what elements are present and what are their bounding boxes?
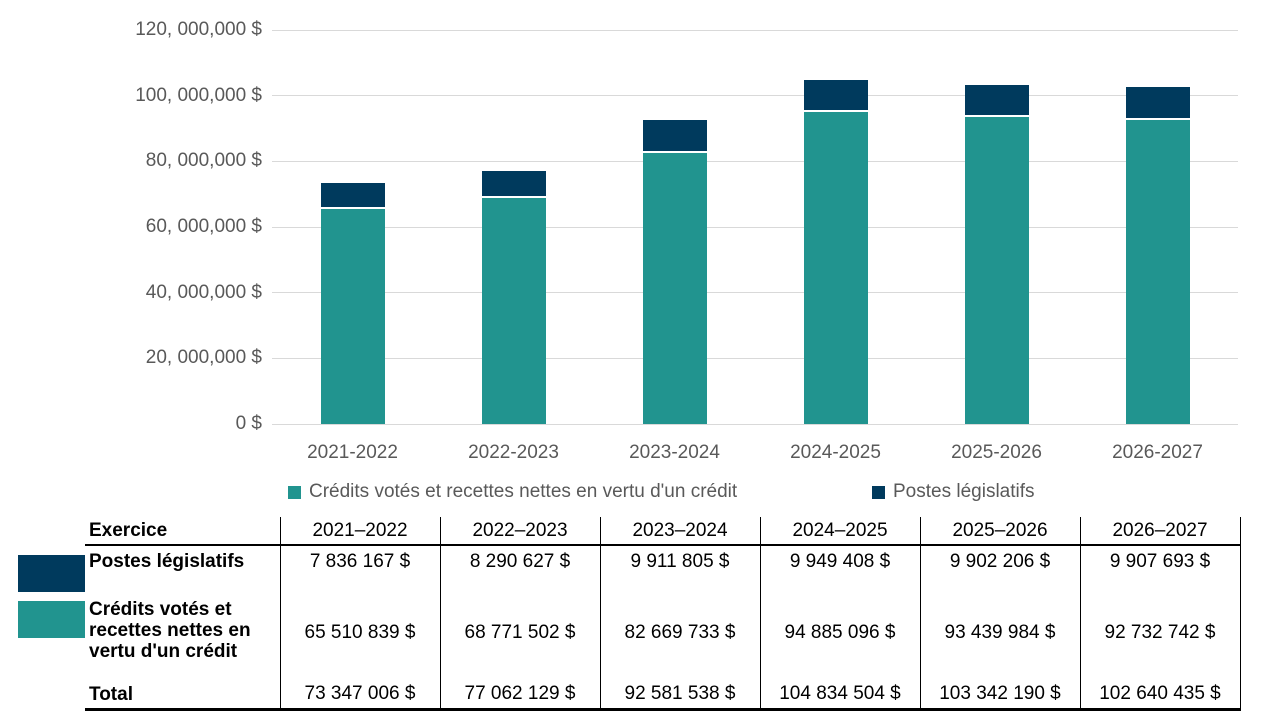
stacked-bar xyxy=(481,170,546,424)
bar-slot xyxy=(272,30,433,424)
gridline xyxy=(272,95,1238,97)
y-axis: 0 $ 20, 000,000 $ 40, 000,000 $ 60, 000,000… xyxy=(0,19,262,434)
table-cell: 9 907 693 $ xyxy=(1080,545,1241,597)
bar-segment-credits xyxy=(481,198,546,424)
table-cell: 102 640 435 $ xyxy=(1080,668,1241,711)
x-tick-label: 2025-2026 xyxy=(951,442,1042,463)
y-tick-label: 100, 000,000 $ xyxy=(135,84,262,106)
table-row-label: Postes législatifs xyxy=(85,545,281,597)
table-cell: 68 771 502 $ xyxy=(440,597,601,668)
bar-segment-credits xyxy=(1125,119,1190,424)
table-swatch-postes-icon xyxy=(18,555,85,592)
y-tick-label: 60, 000,000 $ xyxy=(145,216,262,237)
table-row-label: Total xyxy=(85,668,281,711)
stacked-bar xyxy=(320,183,385,424)
table-cell: 92 732 742 $ xyxy=(1080,597,1241,668)
table-cell: 9 902 206 $ xyxy=(920,545,1081,597)
legend-label-postes: Postes législatifs xyxy=(893,481,1035,502)
table-cell: 9 949 408 $ xyxy=(760,545,921,597)
bar-segment-credits xyxy=(642,152,707,424)
x-tick-label: 2023-2024 xyxy=(629,442,720,463)
legend-label-credits: Crédits votés et recettes nettes en vert… xyxy=(309,481,738,502)
stacked-bar xyxy=(803,79,868,424)
y-tick-label: 40, 000,000 $ xyxy=(145,281,262,303)
legend-item-credits: Crédits votés et recettes nettes en vert… xyxy=(288,481,737,503)
x-tick-label: 2021-2022 xyxy=(307,442,398,463)
bar-segment-postes xyxy=(803,79,868,113)
table-header-cell: 2026–2027 xyxy=(1080,517,1241,546)
table-cell: 65 510 839 $ xyxy=(280,597,441,668)
bar-slot xyxy=(1077,30,1238,424)
y-tick-label: 20, 000,000 $ xyxy=(145,347,262,369)
legend-swatch-credits-icon xyxy=(288,485,301,499)
bar-segment-postes xyxy=(1125,87,1190,120)
table-cell: 9 911 805 $ xyxy=(600,545,761,597)
table-cell: 77 062 129 $ xyxy=(440,668,601,711)
gridline xyxy=(272,160,1238,162)
table-cell: 92 581 538 $ xyxy=(600,668,761,711)
stacked-bar xyxy=(964,84,1029,424)
table-row: Crédits votés et recettes nettes en vert… xyxy=(85,597,1241,668)
bar-segment-credits xyxy=(803,112,868,424)
gridline xyxy=(272,423,1238,425)
bar-segment-postes xyxy=(481,170,546,199)
bar-slot xyxy=(916,30,1077,424)
y-tick-label: 120, 000,000 $ xyxy=(135,19,262,40)
table-row: Postes législatifs 7 836 167 $8 290 627 $… xyxy=(85,545,1241,597)
table-cell: 94 885 096 $ xyxy=(760,597,921,668)
table-header-cell: 2024–2025 xyxy=(760,517,921,546)
bar-chart-plot-area xyxy=(272,29,1238,425)
y-tick-label: 80, 000,000 $ xyxy=(145,150,262,172)
x-tick-label: 2024-2025 xyxy=(790,442,881,463)
table-cell: 73 347 006 $ xyxy=(280,668,441,711)
bar-slot xyxy=(433,30,594,424)
table-header-cell: 2021–2022 xyxy=(280,517,441,546)
table-cell: 7 836 167 $ xyxy=(280,545,441,597)
legend-item-postes: Postes législatifs xyxy=(872,481,1035,503)
table-header-cell: 2023–2024 xyxy=(600,517,761,546)
table-swatch-credits-icon xyxy=(18,601,85,638)
legend-swatch-postes-icon xyxy=(872,485,885,499)
bar-series xyxy=(272,30,1238,424)
bar-segment-postes xyxy=(320,183,385,209)
x-axis: 2021-2022 2022-2023 2023-2024 2024-2025 2025… xyxy=(272,442,1238,464)
stacked-bar xyxy=(1125,87,1190,424)
table-cell: 82 669 733 $ xyxy=(600,597,761,668)
table-row-label: Crédits votés et recettes nettes en vert… xyxy=(85,597,281,668)
table-header-cell: 2022–2023 xyxy=(440,517,601,546)
data-table: Exercice 2021–2022 2022–2023 2023–2024 2024–… xyxy=(85,517,1241,711)
table-row: Total 73 347 006 $77 062 129 $92 581 538 … xyxy=(85,668,1241,711)
gridline xyxy=(272,29,1238,31)
bar-slot xyxy=(755,30,916,424)
x-tick-label: 2026-2027 xyxy=(1112,442,1203,463)
table-header-cell: 2025–2026 xyxy=(920,517,1081,546)
bar-segment-postes xyxy=(642,120,707,153)
x-tick-label: 2022-2023 xyxy=(468,442,559,463)
bar-segment-credits xyxy=(964,117,1029,424)
table-cell: 103 342 190 $ xyxy=(920,668,1081,711)
bar-slot xyxy=(594,30,755,424)
gridline xyxy=(272,292,1238,294)
bar-segment-credits xyxy=(320,208,385,424)
table-cell: 8 290 627 $ xyxy=(440,545,601,597)
table-header-row: Exercice 2021–2022 2022–2023 2023–2024 2024–… xyxy=(85,517,1241,546)
bar-segment-postes xyxy=(964,84,1029,118)
table-header-cell: Exercice xyxy=(85,517,281,546)
y-tick-label: 0 $ xyxy=(235,413,262,434)
gridline xyxy=(272,226,1238,228)
gridline xyxy=(272,357,1238,359)
stacked-bar xyxy=(642,120,707,424)
table-cell: 104 834 504 $ xyxy=(760,668,921,711)
table-cell: 93 439 984 $ xyxy=(920,597,1081,668)
